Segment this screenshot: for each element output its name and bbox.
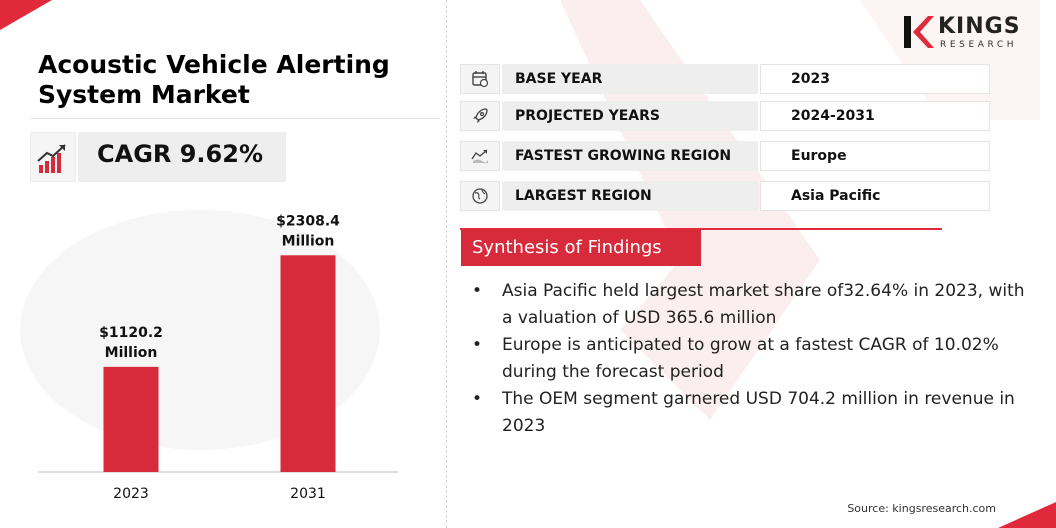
info-value-panel (760, 101, 990, 131)
finding-item: Europe is anticipated to grow at a faste… (472, 332, 1032, 386)
info-label-panel (502, 141, 758, 171)
info-value: Europe (791, 148, 847, 164)
source-note: Source: kingsresearch.com (847, 502, 996, 515)
info-row-base-year: BASE YEAR 2023 (460, 64, 990, 94)
synthesis-underline (460, 228, 942, 230)
info-label: FASTEST GROWING REGION (515, 148, 732, 164)
info-label: LARGEST REGION (515, 188, 652, 204)
cagr-panel (78, 132, 286, 182)
logo-name: KINGS (938, 14, 1021, 39)
bar-2031 (280, 255, 336, 472)
calendar-icon (460, 64, 500, 94)
page-title: Acoustic Vehicle Alerting System Market (38, 50, 390, 109)
info-row-projected-years: PROJECTED YEARS 2024-2031 (460, 101, 990, 131)
info-label: BASE YEAR (515, 71, 603, 87)
market-bar-chart: $1120.2 Million 2023 $2308.4 Million 2031 (20, 210, 398, 502)
x-tick-label: 2023 (113, 486, 149, 502)
info-row-fastest-growing: FASTEST GROWING REGION Europe (460, 141, 990, 171)
info-label-panel (502, 181, 758, 211)
data-label: Million (282, 233, 335, 249)
findings-list: Asia Pacific held largest market share o… (472, 278, 1032, 440)
info-label-panel (502, 101, 758, 131)
info-label-panel (502, 64, 758, 94)
cagr-value: CAGR 9.62% (97, 140, 263, 168)
cagr-icon (30, 132, 76, 182)
info-value-panel (760, 181, 990, 211)
info-value: 2023 (791, 71, 830, 87)
corner-decoration (0, 0, 52, 30)
synthesis-header (461, 230, 701, 266)
info-value: 2024-2031 (791, 108, 875, 124)
trend-chart-icon (37, 144, 66, 173)
growth-map-icon (460, 141, 500, 171)
finding-item: The OEM segment garnered USD 704.2 milli… (472, 386, 1032, 440)
globe-icon (460, 181, 500, 211)
rocket-icon (460, 101, 500, 131)
data-label: $2308.4 (276, 213, 340, 229)
vertical-divider (446, 0, 447, 528)
info-value: Asia Pacific (791, 188, 881, 204)
kings-logo-icon (904, 16, 934, 48)
logo-subtitle: RESEARCH (940, 40, 1018, 50)
title-divider (30, 118, 440, 119)
synthesis-title: Synthesis of Findings (472, 237, 662, 258)
corner-decoration (998, 502, 1056, 528)
data-label: $1120.2 (99, 325, 163, 341)
data-label: Million (105, 345, 158, 361)
bar-2023 (103, 366, 159, 472)
finding-item: Asia Pacific held largest market share o… (472, 278, 1032, 332)
info-label: PROJECTED YEARS (515, 108, 660, 124)
info-value-panel (760, 64, 990, 94)
info-row-largest-region: LARGEST REGION Asia Pacific (460, 181, 990, 211)
x-tick-label: 2031 (290, 486, 326, 502)
info-value-panel (760, 141, 990, 171)
